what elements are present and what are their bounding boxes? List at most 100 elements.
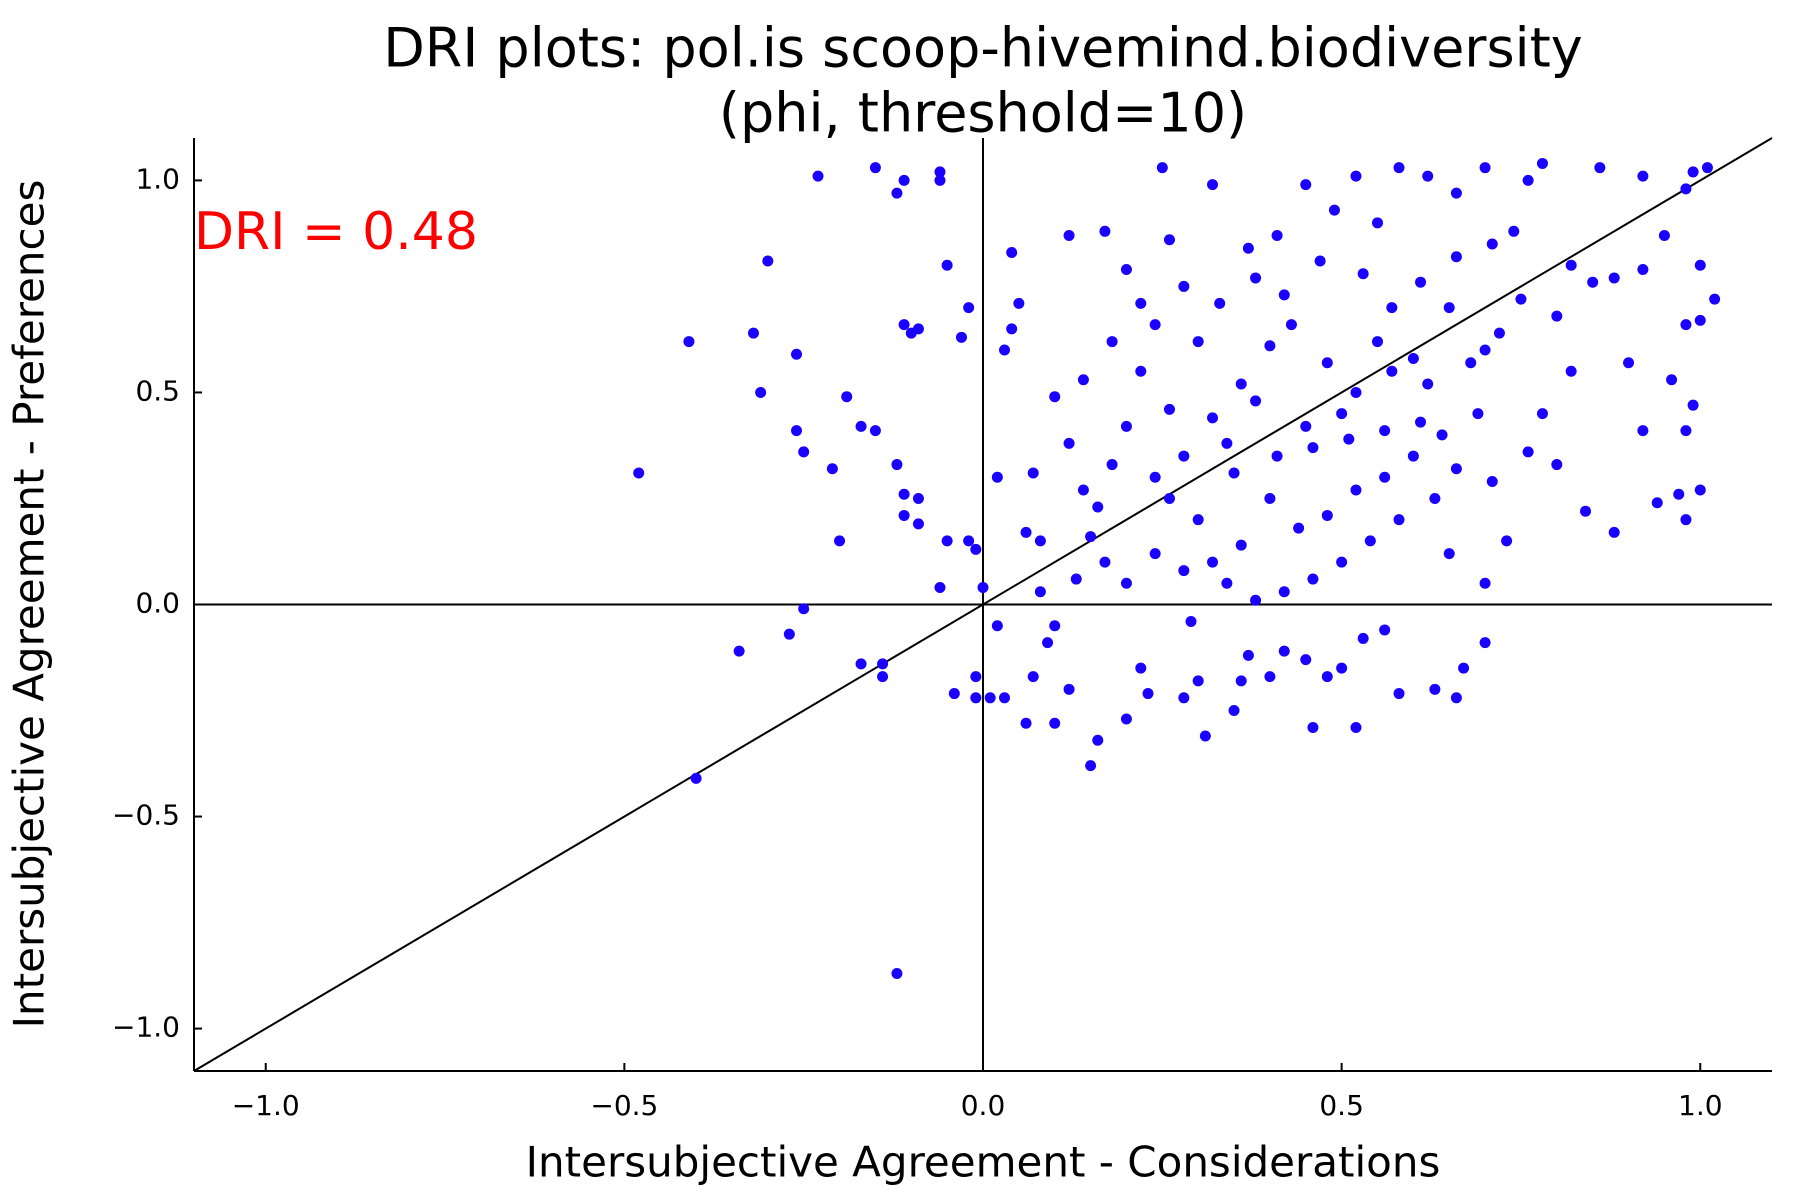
point [1422,170,1434,182]
point [1565,365,1577,377]
point [1608,526,1620,538]
point [1450,692,1462,704]
point [1479,637,1491,649]
point [1687,399,1699,411]
point [1178,280,1190,292]
point [1278,586,1290,598]
point [812,170,824,182]
point [891,967,903,979]
point [1336,662,1348,674]
point [1536,157,1548,169]
point [1709,293,1721,305]
point [1565,259,1577,271]
point [1450,187,1462,199]
point [1666,374,1678,386]
point [1393,688,1405,700]
point [1321,671,1333,683]
point [690,772,702,784]
point [1185,615,1197,627]
point [1443,548,1455,560]
point [798,446,810,458]
point [1135,297,1147,309]
point [877,671,889,683]
point [1637,263,1649,275]
point [1242,242,1254,254]
point [1443,302,1455,314]
point [1242,649,1254,661]
point [1680,514,1692,526]
point [999,344,1011,356]
point [1250,272,1262,284]
chart-title: DRI plots: pol.is scoop-hivemind.biodive… [383,17,1583,80]
point [1120,420,1132,432]
point [1486,476,1498,488]
point [1020,526,1032,538]
point [1436,429,1448,441]
point [1034,586,1046,598]
point [1580,505,1592,517]
point [955,331,967,343]
point [1192,336,1204,348]
point [891,187,903,199]
point [1379,425,1391,437]
point [1307,442,1319,454]
point [1357,268,1369,280]
point [1343,433,1355,445]
point [1034,535,1046,547]
point [1673,488,1685,500]
point [1407,353,1419,365]
point [970,671,982,683]
point [1077,374,1089,386]
point [1307,721,1319,733]
point [991,471,1003,483]
y-tick-label: −0.5 [112,799,180,832]
point [1142,688,1154,700]
point [1106,336,1118,348]
point [1120,713,1132,725]
point [1250,395,1262,407]
point [1070,573,1082,585]
point [1350,170,1362,182]
point [1450,251,1462,263]
point [1493,327,1505,339]
point [1415,416,1427,428]
point [1701,162,1713,174]
point [1135,662,1147,674]
point [633,467,645,479]
point [1214,297,1226,309]
point [1314,255,1326,267]
point [877,658,889,670]
point [934,582,946,594]
point [1063,230,1075,242]
point [1207,179,1219,191]
point [934,174,946,186]
point [1372,217,1383,229]
point [970,543,982,555]
point [1192,675,1204,687]
point [963,535,975,547]
point [1235,378,1247,390]
point [1178,692,1190,704]
point [1536,408,1548,420]
point [1357,632,1369,644]
point [1300,654,1312,666]
point [1250,594,1262,606]
point [1328,204,1340,216]
point [1465,357,1477,369]
point [1608,272,1620,284]
point [1680,183,1692,195]
point [791,348,803,360]
point [1680,425,1692,437]
point [798,603,810,615]
point [1386,302,1398,314]
point [1587,276,1599,288]
point [1006,323,1018,335]
point [1120,577,1132,589]
point [1207,412,1219,424]
y-tick-label: 0.5 [135,374,180,407]
point [912,323,924,335]
point [1099,556,1111,568]
point [1300,420,1312,432]
point [1336,556,1348,568]
point [1680,319,1692,331]
